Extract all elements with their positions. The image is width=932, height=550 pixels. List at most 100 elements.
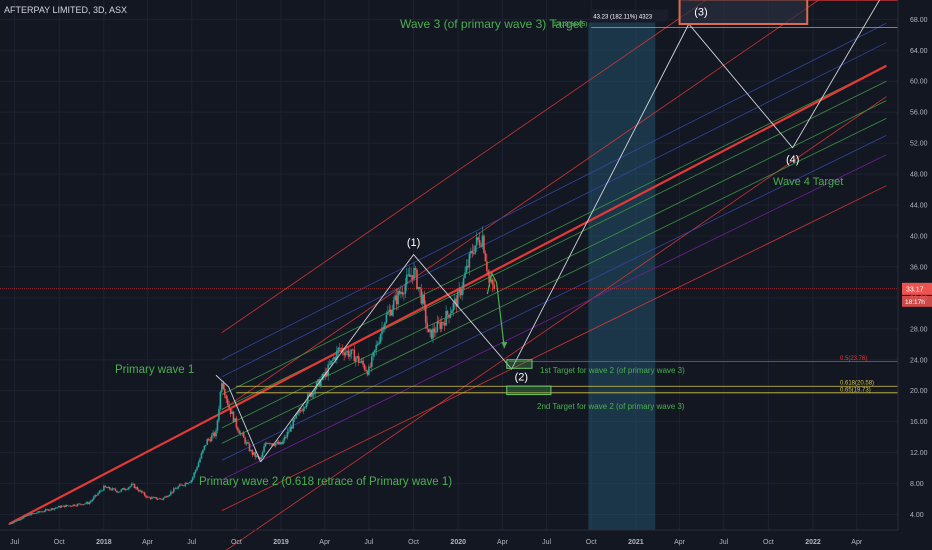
candle-body [88,502,91,505]
last-price-tag [902,282,932,295]
candle-body [306,394,309,404]
candle-body [426,322,428,329]
candle-body [69,505,72,507]
x-tick-label: Jul [719,539,728,546]
candle-body [223,388,226,396]
candle-body [234,418,236,422]
candle-body [446,311,449,315]
candle-body [280,442,283,445]
candle-body [251,450,254,455]
candle-body [356,356,359,358]
wave3-target-box [678,0,809,25]
candle-body [140,490,143,493]
candle-body [382,327,385,330]
candle-body [199,458,201,463]
candle-body [174,488,177,490]
candle-body [89,501,92,503]
candle-body [398,290,401,294]
projection-arrow [486,271,505,349]
candle-body [397,290,399,305]
x-tick-label: Apr [497,539,509,546]
candle-body [391,309,394,316]
candle-body [114,488,117,491]
candle-body [414,268,417,270]
candle-body [452,302,455,311]
candle-body [68,505,70,507]
candle-body [138,489,140,492]
candle-body [130,484,133,487]
y-tick-label: 44.00 [910,203,928,210]
candle-body [39,511,41,513]
candle-body [456,291,459,307]
candle-body [8,523,11,525]
candle-body [360,360,363,363]
candle-body [465,265,468,273]
shaded-region [588,22,656,530]
candle-body [63,505,66,508]
candle-body [267,443,270,445]
primary-wave1-label: Primary wave 1 [115,364,194,376]
candle-body [435,331,437,333]
candle-body [212,432,214,436]
y-tick-label: 56.00 [910,110,928,117]
candle-body [237,427,239,431]
candle-body [133,483,136,489]
candle-body [103,485,105,491]
candle-body [238,430,241,434]
candle-body [343,352,345,356]
candle-body [417,286,420,289]
candle-body [22,516,25,519]
target2-label: 2nd Target for wave 2 (of primary wave 3… [537,402,685,411]
candle-body [470,251,472,254]
candle-body [12,521,15,524]
candle-body [52,508,54,510]
x-tick-label: 2022 [805,539,821,546]
level-label: 1.75(70.47) [654,0,685,1]
candle-body [11,523,13,524]
candle-body [274,443,277,446]
candle-body [378,342,380,345]
candle-body [269,443,271,445]
candle-body [27,514,29,516]
y-tick-label: 48.00 [910,172,928,179]
candle-body [277,441,280,445]
candle-body [149,497,152,499]
x-tick-label: Apr [851,539,863,546]
candle-body [50,508,53,510]
measure-label-bg [590,9,669,22]
candle-body [264,442,267,447]
candle-body [213,432,216,437]
candle-body [255,455,258,457]
candle-body [177,486,179,489]
candle-body [477,237,479,240]
candle-body [127,487,130,490]
candle-body [65,505,67,508]
candle-body [71,505,73,507]
candle-body [101,490,104,492]
candle-body [474,245,477,254]
candle-body [421,294,424,304]
candle-body [481,235,484,247]
candle-body [116,490,118,493]
candle-body [454,298,456,303]
candle-body [248,443,251,452]
candle-body [47,509,50,511]
candle-body [57,505,60,508]
y-tick-label: 52.00 [910,141,928,148]
candle-body [205,444,207,446]
candle-body [162,497,165,500]
candle-body [458,289,460,292]
candle-body [72,504,75,507]
candle-body [349,354,351,357]
x-tick-label: Jul [364,539,373,546]
wave2-zigzag [215,374,262,463]
candle-body [392,300,395,310]
candle-body [410,275,412,277]
channel-line-green [221,100,887,429]
candle-body [136,487,139,490]
candle-body [416,269,418,289]
candle-body [175,488,178,490]
level-label: 0.65(19.73) [840,387,871,393]
candle-body [92,497,95,500]
